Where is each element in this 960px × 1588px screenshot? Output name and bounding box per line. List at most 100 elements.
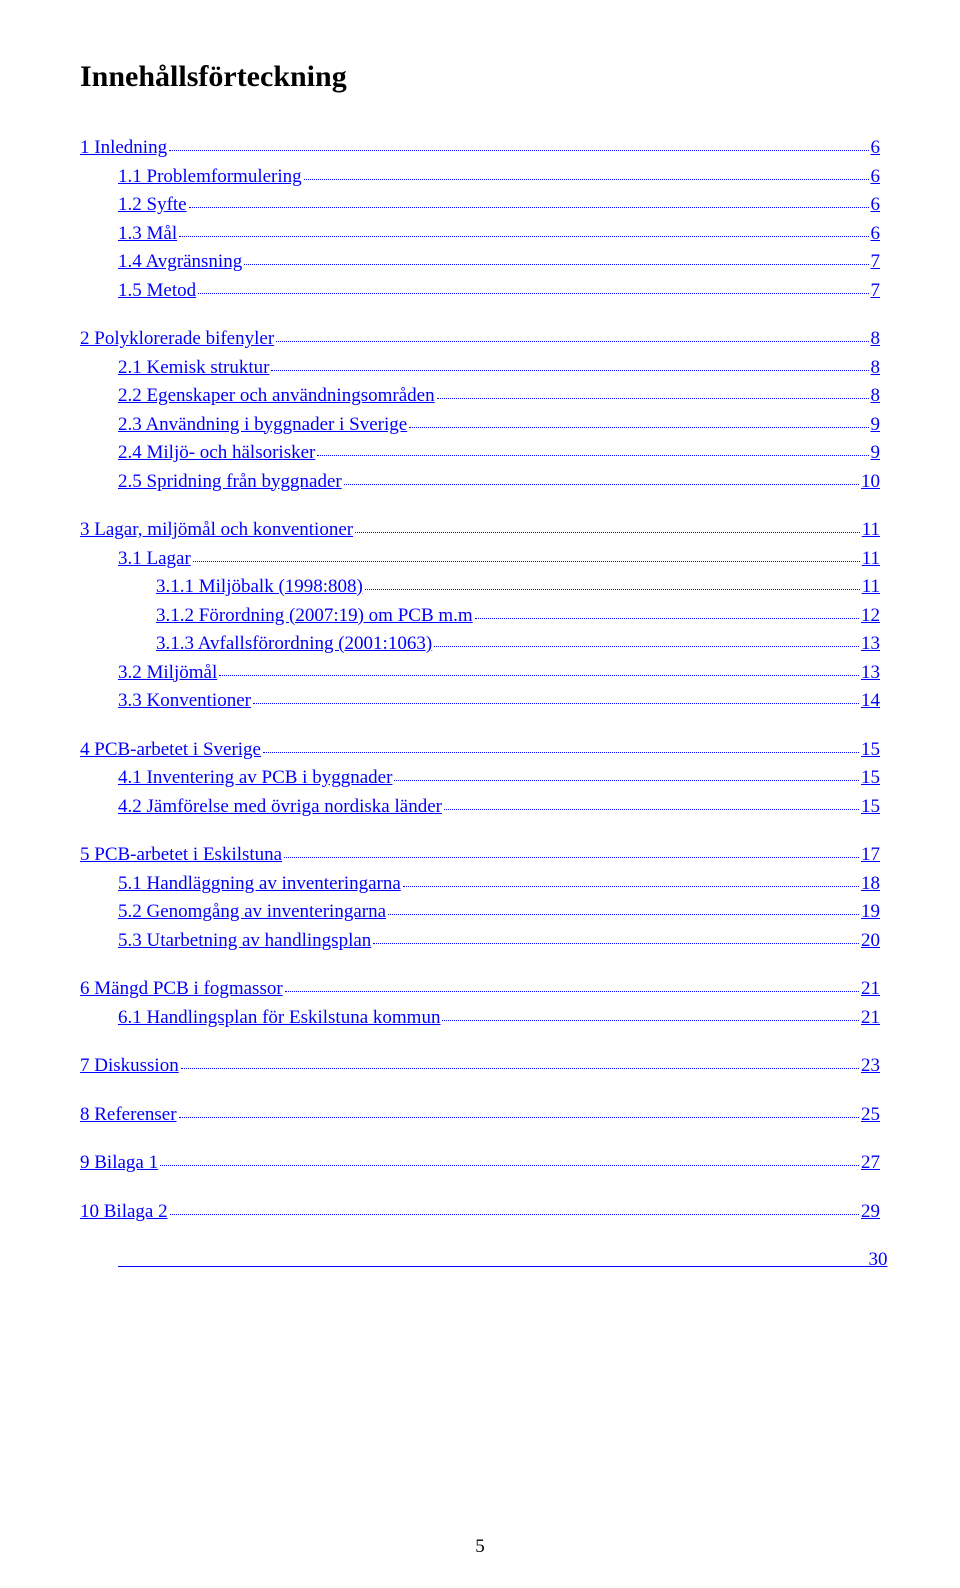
toc-page-number[interactable]: 13 bbox=[861, 659, 880, 688]
toc-line[interactable]: 5.1 Handläggning av inventeringarna 18 bbox=[80, 870, 880, 899]
toc-line[interactable]: 8 Referenser 25 bbox=[80, 1101, 880, 1130]
toc-page-number[interactable]: 8 bbox=[871, 382, 881, 411]
toc-page-number[interactable]: 15 bbox=[861, 736, 880, 765]
toc-page-number[interactable]: 6 bbox=[871, 191, 881, 220]
toc-page-number[interactable]: 20 bbox=[861, 927, 880, 956]
toc-line[interactable]: 1.2 Syfte 6 bbox=[80, 191, 880, 220]
toc-label[interactable]: 7 Diskussion bbox=[80, 1052, 179, 1081]
toc-page-number[interactable]: 7 bbox=[871, 248, 881, 277]
toc-line[interactable]: 2 Polyklorerade bifenyler 8 bbox=[80, 325, 880, 354]
toc-page-number[interactable]: 17 bbox=[861, 841, 880, 870]
toc-line[interactable]: 9 Bilaga 1 27 bbox=[80, 1149, 880, 1178]
toc-label[interactable]: 1.1 Problemformulering bbox=[118, 163, 302, 192]
toc-line[interactable]: 2.1 Kemisk struktur 8 bbox=[80, 354, 880, 383]
toc-line[interactable]: 4 PCB-arbetet i Sverige 15 bbox=[80, 736, 880, 765]
toc-line[interactable]: 4.1 Inventering av PCB i byggnader 15 bbox=[80, 764, 880, 793]
toc-label[interactable]: 3.3 Konventioner bbox=[118, 687, 251, 716]
toc-line[interactable]: 2.2 Egenskaper och användningsområden 8 bbox=[80, 382, 880, 411]
toc-line[interactable]: 2.5 Spridning från byggnader 10 bbox=[80, 468, 880, 497]
toc-line[interactable]: 1.1 Problemformulering 6 bbox=[80, 163, 880, 192]
toc-page-number[interactable]: 6 bbox=[871, 163, 881, 192]
toc-label[interactable]: 4 PCB-arbetet i Sverige bbox=[80, 736, 261, 765]
toc-page-number[interactable]: 13 bbox=[861, 630, 880, 659]
toc-label[interactable] bbox=[118, 1246, 869, 1275]
toc-line[interactable]: 4.2 Jämförelse med övriga nordiska lände… bbox=[80, 793, 880, 822]
toc-line[interactable]: 3.3 Konventioner 14 bbox=[80, 687, 880, 716]
toc-page-number[interactable]: 15 bbox=[861, 764, 880, 793]
toc-page-number[interactable]: 11 bbox=[862, 545, 880, 574]
toc-leader bbox=[442, 1020, 859, 1021]
toc-label[interactable]: 1.4 Avgränsning bbox=[118, 248, 242, 277]
toc-line[interactable]: 2.4 Miljö- och hälsorisker 9 bbox=[80, 439, 880, 468]
toc-line[interactable]: 1 Inledning 6 bbox=[80, 134, 880, 163]
toc-line[interactable]: 5 PCB-arbetet i Eskilstuna 17 bbox=[80, 841, 880, 870]
toc-page-number[interactable]: 9 bbox=[871, 439, 881, 468]
toc-line[interactable]: 30 bbox=[80, 1246, 880, 1275]
toc-label[interactable]: 5 PCB-arbetet i Eskilstuna bbox=[80, 841, 282, 870]
toc-page-number[interactable]: 7 bbox=[871, 277, 881, 306]
toc-label[interactable]: 4.2 Jämförelse med övriga nordiska lände… bbox=[118, 793, 442, 822]
toc-page-number[interactable]: 19 bbox=[861, 898, 880, 927]
toc-page-number[interactable]: 27 bbox=[861, 1149, 880, 1178]
toc-page-number[interactable]: 21 bbox=[861, 975, 880, 1004]
toc-label[interactable]: 5.1 Handläggning av inventeringarna bbox=[118, 870, 401, 899]
toc-line[interactable]: 3.2 Miljömål 13 bbox=[80, 659, 880, 688]
toc-label[interactable]: 1.2 Syfte bbox=[118, 191, 187, 220]
toc-line[interactable]: 1.4 Avgränsning 7 bbox=[80, 248, 880, 277]
toc-page-number[interactable]: 21 bbox=[861, 1004, 880, 1033]
toc-line[interactable]: 10 Bilaga 2 29 bbox=[80, 1198, 880, 1227]
toc-label[interactable]: 3.1.3 Avfallsförordning (2001:1063) bbox=[156, 630, 432, 659]
toc-label[interactable]: 4.1 Inventering av PCB i byggnader bbox=[118, 764, 392, 793]
toc-line[interactable]: 5.2 Genomgång av inventeringarna 19 bbox=[80, 898, 880, 927]
toc-line[interactable]: 5.3 Utarbetning av handlingsplan 20 bbox=[80, 927, 880, 956]
toc-line[interactable]: 6 Mängd PCB i fogmassor 21 bbox=[80, 975, 880, 1004]
toc-label[interactable]: 3 Lagar, miljömål och konventioner bbox=[80, 516, 353, 545]
toc-label[interactable]: 9 Bilaga 1 bbox=[80, 1149, 158, 1178]
toc-label[interactable]: 3.1.1 Miljöbalk (1998:808) bbox=[156, 573, 363, 602]
toc-label[interactable]: 10 Bilaga 2 bbox=[80, 1198, 168, 1227]
toc-label[interactable]: 2.1 Kemisk struktur bbox=[118, 354, 269, 383]
toc-line[interactable]: 3.1.2 Förordning (2007:19) om PCB m.m 12 bbox=[80, 602, 880, 631]
toc-label[interactable]: 6 Mängd PCB i fogmassor bbox=[80, 975, 283, 1004]
toc-page-number[interactable]: 8 bbox=[871, 354, 881, 383]
toc-label[interactable]: 6.1 Handlingsplan för Eskilstuna kommun bbox=[118, 1004, 440, 1033]
toc-line[interactable]: 7 Diskussion 23 bbox=[80, 1052, 880, 1081]
toc-line[interactable]: 3.1.1 Miljöbalk (1998:808) 11 bbox=[80, 573, 880, 602]
toc-label[interactable]: 2.5 Spridning från byggnader bbox=[118, 468, 342, 497]
toc-page-number[interactable]: 30 bbox=[869, 1246, 888, 1275]
toc-label[interactable]: 1.5 Metod bbox=[118, 277, 196, 306]
toc-line[interactable]: 3.1.3 Avfallsförordning (2001:1063) 13 bbox=[80, 630, 880, 659]
toc-label[interactable]: 2.2 Egenskaper och användningsområden bbox=[118, 382, 435, 411]
toc-label[interactable]: 2.3 Användning i byggnader i Sverige bbox=[118, 411, 407, 440]
toc-label[interactable]: 8 Referenser bbox=[80, 1101, 177, 1130]
toc-label[interactable]: 2 Polyklorerade bifenyler bbox=[80, 325, 274, 354]
toc-label[interactable]: 3.1 Lagar bbox=[118, 545, 191, 574]
toc-page-number[interactable]: 23 bbox=[861, 1052, 880, 1081]
toc-line[interactable]: 1.5 Metod 7 bbox=[80, 277, 880, 306]
toc-label[interactable]: 1 Inledning bbox=[80, 134, 167, 163]
toc-line[interactable]: 3.1 Lagar 11 bbox=[80, 545, 880, 574]
toc-page-number[interactable]: 25 bbox=[861, 1101, 880, 1130]
toc-label[interactable]: 5.2 Genomgång av inventeringarna bbox=[118, 898, 386, 927]
toc-page-number[interactable]: 29 bbox=[861, 1198, 880, 1227]
toc-page-number[interactable]: 9 bbox=[871, 411, 881, 440]
toc-page-number[interactable]: 12 bbox=[861, 602, 880, 631]
toc-page-number[interactable]: 8 bbox=[871, 325, 881, 354]
toc-line[interactable]: 2.3 Användning i byggnader i Sverige 9 bbox=[80, 411, 880, 440]
toc-page-number[interactable]: 14 bbox=[861, 687, 880, 716]
toc-page-number[interactable]: 11 bbox=[862, 516, 880, 545]
toc-label[interactable]: 3.2 Miljömål bbox=[118, 659, 217, 688]
toc-page-number[interactable]: 18 bbox=[861, 870, 880, 899]
toc-label[interactable]: 2.4 Miljö- och hälsorisker bbox=[118, 439, 315, 468]
toc-page-number[interactable]: 15 bbox=[861, 793, 880, 822]
toc-line[interactable]: 6.1 Handlingsplan för Eskilstuna kommun 2… bbox=[80, 1004, 880, 1033]
toc-page-number[interactable]: 11 bbox=[862, 573, 880, 602]
toc-page-number[interactable]: 10 bbox=[861, 468, 880, 497]
toc-page-number[interactable]: 6 bbox=[871, 220, 881, 249]
toc-label[interactable]: 1.3 Mål bbox=[118, 220, 177, 249]
toc-line[interactable]: 1.3 Mål 6 bbox=[80, 220, 880, 249]
toc-label[interactable]: 5.3 Utarbetning av handlingsplan bbox=[118, 927, 371, 956]
toc-line[interactable]: 3 Lagar, miljömål och konventioner 11 bbox=[80, 516, 880, 545]
toc-page-number[interactable]: 6 bbox=[871, 134, 881, 163]
toc-label[interactable]: 3.1.2 Förordning (2007:19) om PCB m.m bbox=[156, 602, 473, 631]
